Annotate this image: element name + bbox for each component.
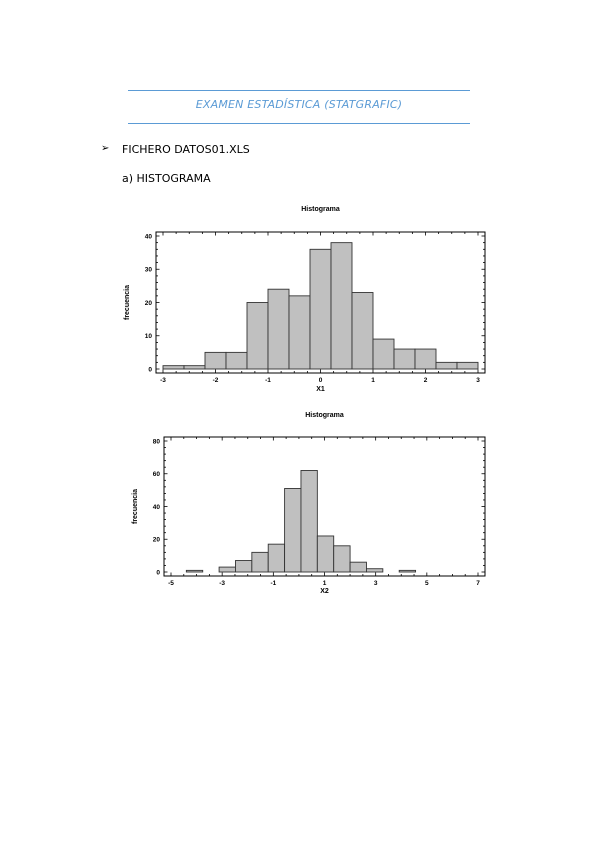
y-tick-label: 60 <box>153 471 161 478</box>
histogram-bar <box>398 569 417 573</box>
histogram-bar <box>414 348 437 370</box>
y-tick-label: 80 <box>153 438 161 445</box>
histogram-bar <box>251 551 269 573</box>
chart-title: Histograma <box>301 206 340 213</box>
x-tick-label: 0 <box>319 377 323 384</box>
arrow-bullet-icon: ➢ <box>101 143 110 154</box>
x-tick-label: 7 <box>476 580 480 587</box>
x-tick-label: 3 <box>374 580 378 587</box>
histogram-bar <box>284 488 302 573</box>
y-tick-label: 40 <box>145 233 153 240</box>
y-tick-label: 20 <box>145 300 153 307</box>
histogram-bar <box>349 561 367 573</box>
x-tick-label: -5 <box>168 580 174 587</box>
y-tick-label: 20 <box>153 537 161 544</box>
y-axis-label: frecuencia <box>124 285 131 320</box>
x-tick-label: -3 <box>219 580 225 587</box>
file-heading: FICHERO DATOS01.XLS <box>122 143 250 156</box>
title-top-rule <box>128 90 470 91</box>
x-axis-label: X1 <box>316 386 325 393</box>
histogram-bar <box>456 361 479 370</box>
y-tick-label: 10 <box>145 333 153 340</box>
section-heading: a) HISTOGRAMA <box>122 172 211 185</box>
y-tick-label: 30 <box>145 267 153 274</box>
histogram-bar <box>351 292 374 370</box>
chart-title: Histograma <box>305 412 344 419</box>
histogram-bar <box>300 470 318 573</box>
histogram-bar <box>316 535 335 573</box>
y-tick-label: 40 <box>153 504 161 511</box>
histogram-bar <box>333 545 351 573</box>
x-tick-label: -3 <box>160 377 166 384</box>
x-axis-label: X2 <box>320 588 329 595</box>
x-tick-label: 2 <box>424 377 428 384</box>
histogram-bar <box>218 566 236 573</box>
document-title: EXAMEN ESTADÍSTICA (STATGRAFIC) <box>195 98 403 111</box>
histogram-bar <box>366 568 384 573</box>
x-tick-label: 5 <box>425 580 429 587</box>
y-tick-label: 0 <box>156 569 160 576</box>
histogram-bar <box>185 569 204 573</box>
x-tick-label: -1 <box>270 580 276 587</box>
histogram-bar <box>267 543 286 573</box>
x-tick-label: 3 <box>476 377 480 384</box>
x-tick-label: 1 <box>371 377 375 384</box>
x-tick-label: 1 <box>323 580 327 587</box>
y-tick-label: 0 <box>148 366 152 373</box>
x-tick-label: -2 <box>213 377 219 384</box>
x-tick-label: -1 <box>265 377 271 384</box>
histogram-bar <box>235 560 253 573</box>
y-axis-label: frecuencia <box>132 489 139 524</box>
title-bottom-rule <box>128 123 470 124</box>
